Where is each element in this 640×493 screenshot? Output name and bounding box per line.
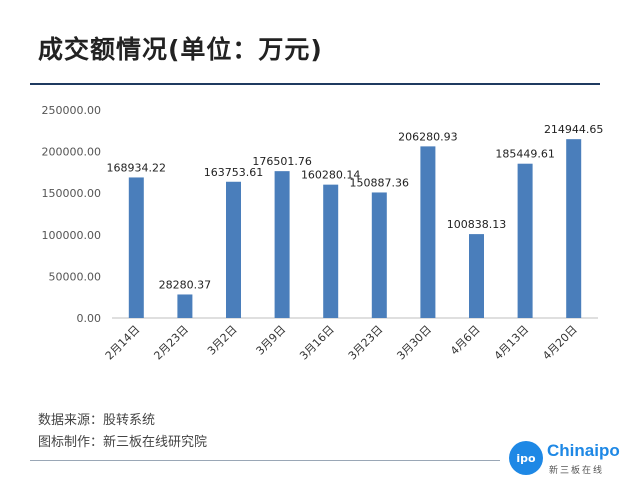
chart-title: 成交额情况(单位：万元)	[38, 35, 323, 64]
y-tick-label: 150000.00	[42, 187, 102, 200]
y-tick-label: 250000.00	[42, 104, 102, 117]
data-label: 150887.36	[350, 176, 410, 189]
footer-divider	[30, 460, 500, 461]
x-tick-label: 3月9日	[254, 323, 289, 358]
bar	[128, 177, 144, 318]
title-divider	[30, 83, 600, 85]
bar	[177, 294, 193, 318]
data-label: 176501.76	[252, 155, 312, 168]
data-source-note: 数据来源：股转系统	[38, 413, 156, 428]
y-tick-label: 0.00	[77, 312, 102, 325]
x-tick-label: 3月23日	[346, 323, 386, 363]
y-tick-label: 200000.00	[42, 146, 102, 159]
data-label: 100838.13	[447, 218, 507, 231]
bar	[323, 184, 339, 318]
bar	[274, 171, 290, 318]
chart-footnotes: 数据来源：股转系统 图标制作：新三板在线研究院	[38, 410, 207, 454]
data-label: 214944.65	[544, 123, 604, 136]
bar	[420, 146, 436, 318]
x-tick-label: 3月30日	[394, 323, 434, 363]
data-label: 185449.61	[495, 148, 555, 161]
bar-chart: 0.00 50000.00 100000.00 150000.00 200000.00 2…	[42, 104, 604, 363]
x-tick-label: 3月2日	[205, 323, 240, 358]
data-label: 28280.37	[159, 278, 212, 291]
x-tick-label: 3月16日	[297, 323, 337, 363]
logo-subtitle: 新三板在线	[549, 466, 605, 476]
x-tick-label: 4月6日	[448, 323, 483, 358]
logo-badge-icon: ipo	[509, 441, 543, 475]
bar	[469, 234, 484, 318]
data-label: 168934.22	[107, 161, 167, 174]
logo-name: Chinaipo	[547, 441, 620, 460]
x-tick-label: 2月14日	[103, 323, 143, 363]
bar	[371, 192, 387, 318]
data-label: 206280.93	[398, 130, 458, 143]
bar	[517, 163, 533, 318]
x-tick-label: 4月20日	[540, 323, 580, 363]
data-label: 163753.61	[204, 166, 264, 179]
x-tick-label: 4月13日	[492, 323, 532, 363]
data-label: 160280.14	[301, 169, 361, 182]
chart-maker-note: 图标制作：新三板在线研究院	[38, 435, 208, 450]
bar	[226, 181, 241, 318]
y-tick-label: 100000.00	[42, 229, 102, 242]
bar	[566, 139, 582, 318]
x-tick-label: 2月23日	[151, 323, 191, 363]
y-tick-label: 50000.00	[49, 270, 102, 283]
chinaipo-logo: ipo Chinaipo 新三板在线	[509, 441, 629, 481]
